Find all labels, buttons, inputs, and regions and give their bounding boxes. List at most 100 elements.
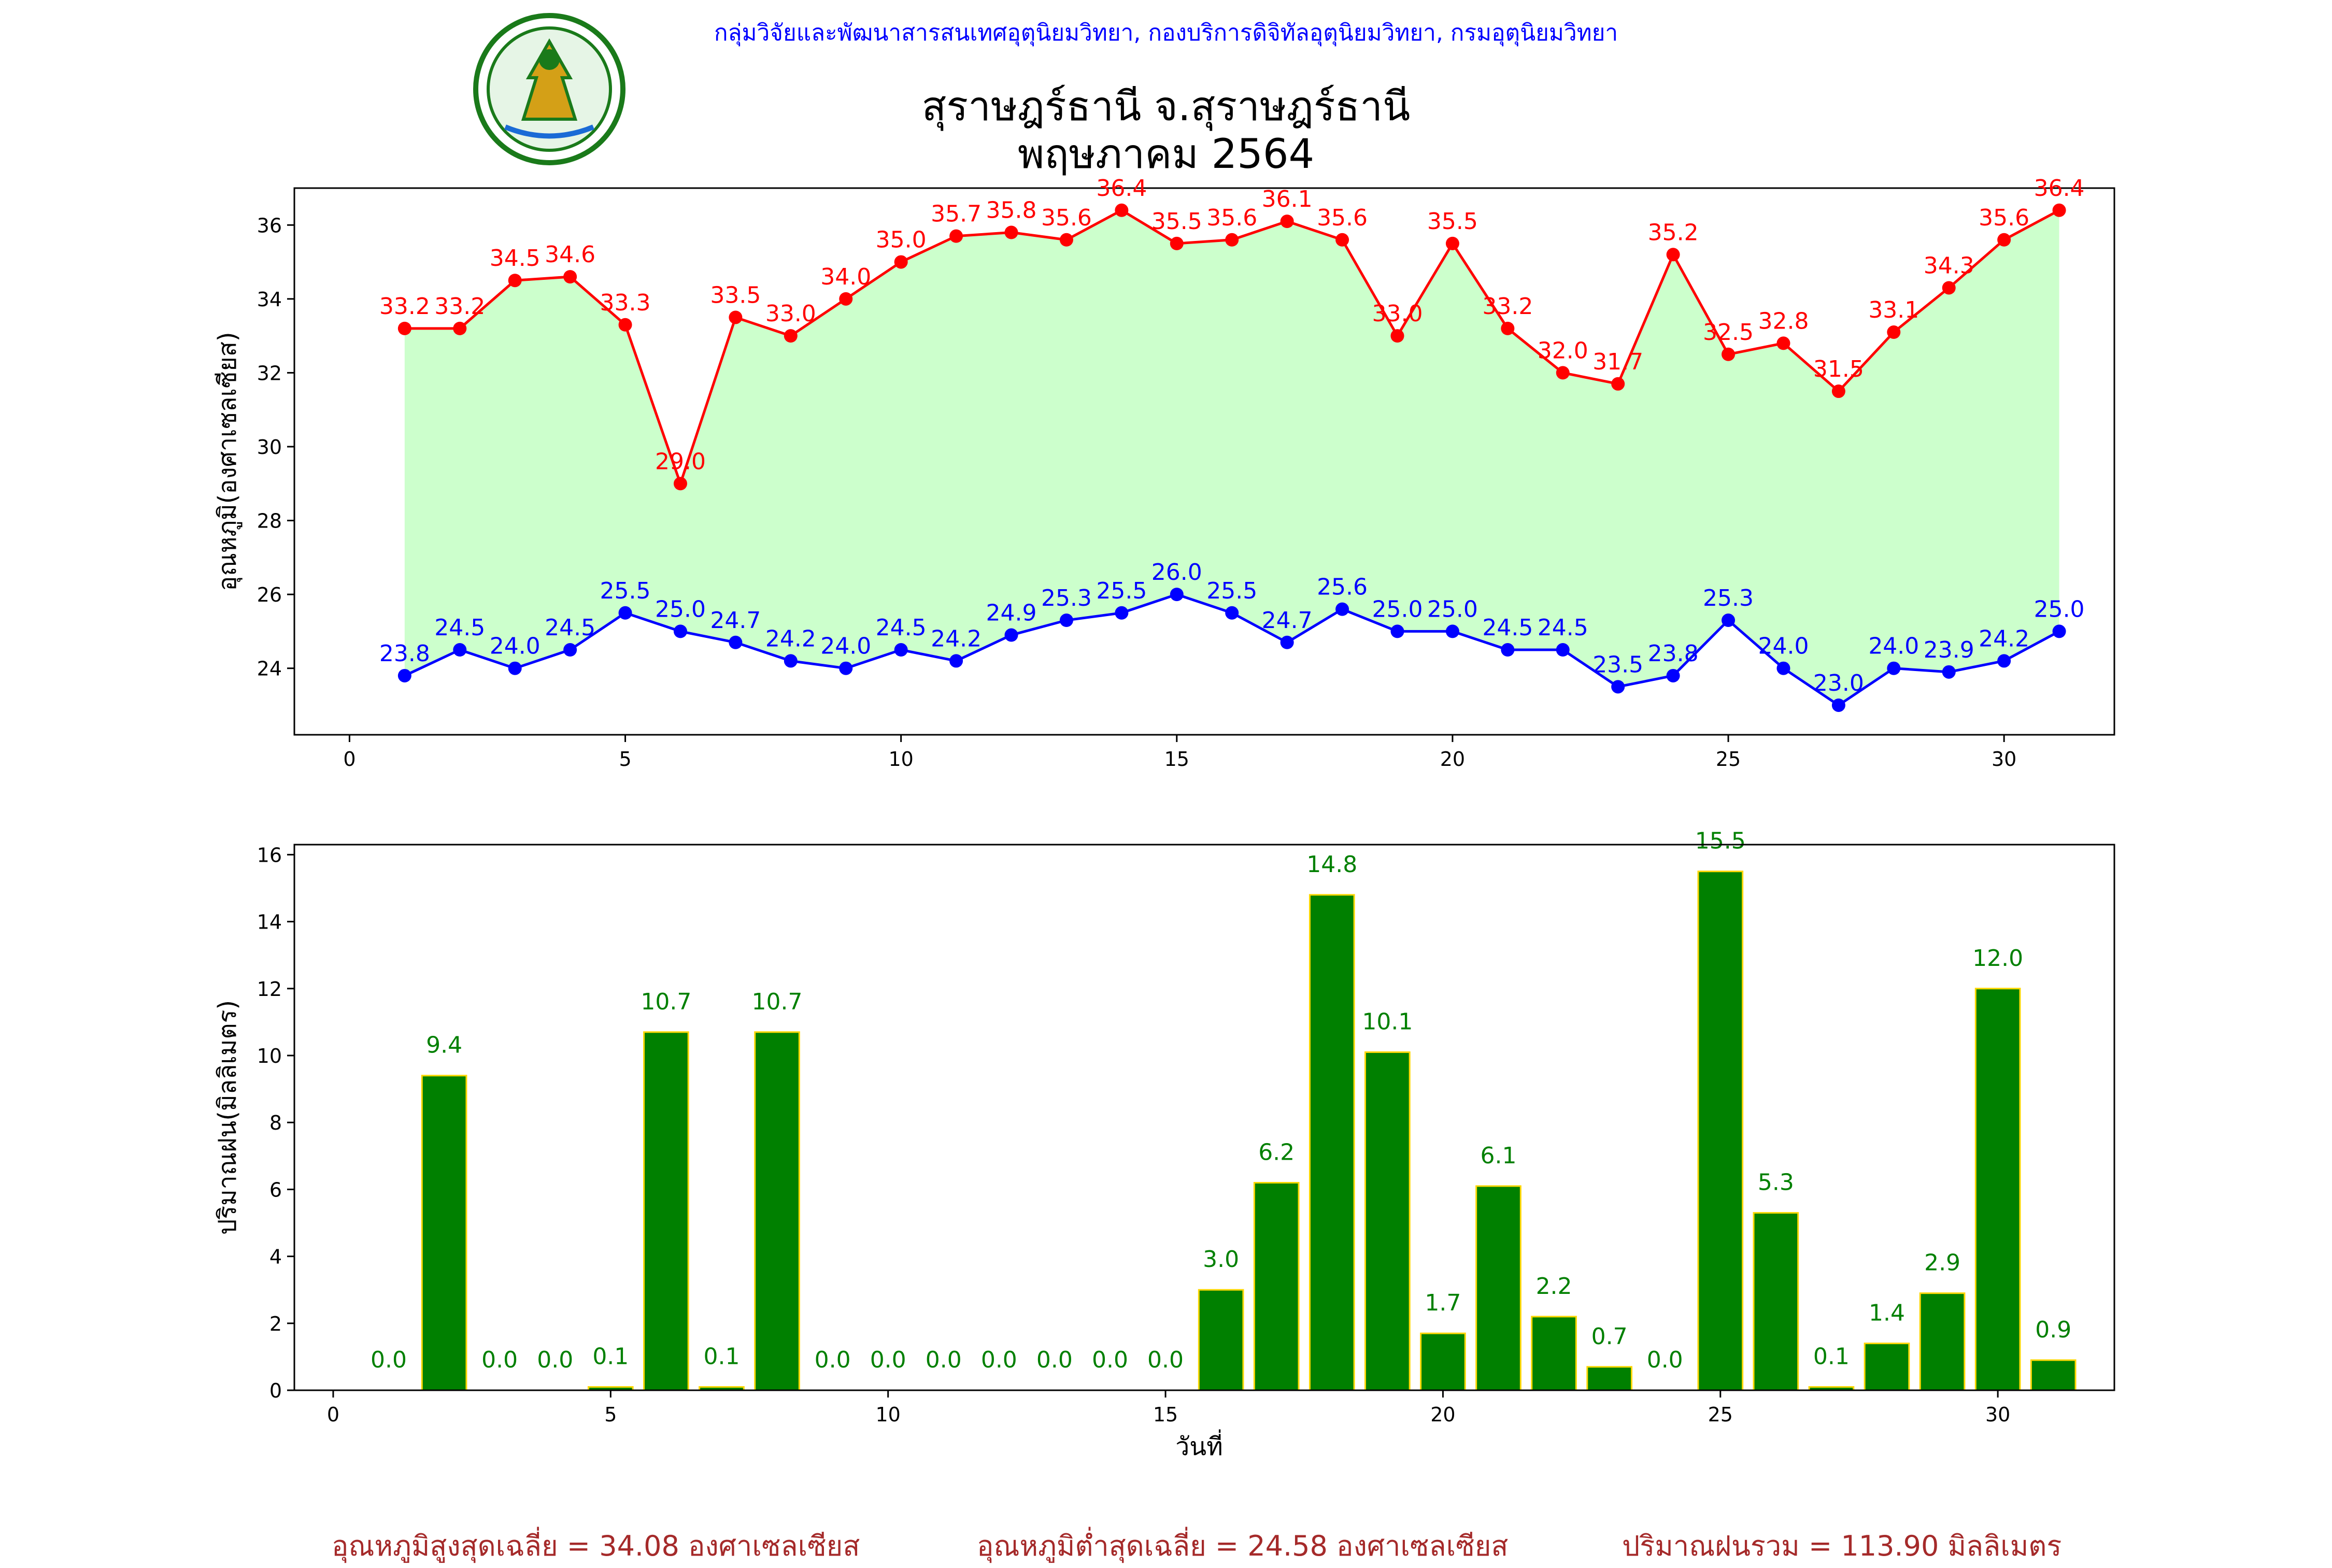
rainfall-data-label: 0.0 (870, 1347, 906, 1373)
rainfall-data-label: 0.0 (481, 1347, 518, 1373)
min-temperature-point (1335, 602, 1349, 616)
y-tick-label: 0 (269, 1379, 282, 1402)
x-tick-label: 10 (888, 748, 913, 771)
x-tick-label: 25 (1708, 1403, 1733, 1426)
min-temperature-data-label: 23.5 (1592, 651, 1643, 678)
rainfall-data-label: 0.0 (1147, 1347, 1184, 1373)
max-temperature-point (1501, 321, 1515, 335)
max-temperature-point (1059, 233, 1073, 247)
min-temperature-data-label: 25.3 (1703, 585, 1754, 611)
max-temperature-point (397, 321, 411, 335)
station-title: สุราษฎร์ธานี จ.สุราษฎร์ธานี (921, 83, 1411, 130)
rainfall-bar (1864, 1343, 1910, 1391)
rainfall-plot-frame (293, 844, 2115, 1391)
min-temperature-point (784, 654, 798, 668)
y-tick-label: 4 (269, 1246, 282, 1268)
rainfall-bar (1753, 1212, 1799, 1391)
min-temperature-data-label: 25.0 (655, 596, 706, 622)
max-temperature-point (1997, 233, 2011, 247)
max-temperature-data-label: 33.1 (1868, 297, 1919, 323)
max-temperature-point (1722, 347, 1736, 361)
max-temperature-data-label: 34.6 (545, 241, 595, 268)
max-temperature-data-label: 32.0 (1538, 337, 1588, 364)
max-temperature-point (1666, 248, 1680, 262)
y-tick-label: 12 (257, 978, 282, 1001)
min-temperature-data-label: 24.5 (545, 615, 595, 641)
min-temperature-point (618, 606, 632, 620)
total-rain-summary: ปริมาณฝนรวม = 113.90 มิลลิเมตร (1622, 1530, 2062, 1562)
min-temperature-point (1666, 668, 1680, 682)
min-temperature-point (839, 661, 853, 675)
min-temperature-point (508, 661, 522, 675)
min-temperature-point (1556, 643, 1570, 657)
rainfall-bar (754, 1031, 800, 1391)
rainfall-data-label: 14.8 (1306, 851, 1357, 878)
min-temperature-point (729, 635, 743, 649)
max-temperature-data-label: 35.8 (986, 197, 1037, 224)
max-temperature-data-label: 29.0 (655, 448, 706, 475)
min-temperature-data-label: 24.5 (876, 615, 927, 641)
x-tick-label: 20 (1430, 1403, 1455, 1426)
y-tick-label: 8 (269, 1111, 282, 1134)
min-temperature-data-label: 24.7 (1262, 607, 1313, 634)
min-temperature-data-label: 25.5 (1096, 578, 1147, 604)
min-temperature-data-label: 25.5 (600, 578, 651, 604)
max-temperature-point (1556, 366, 1570, 380)
min-temperature-point (1722, 614, 1736, 628)
max-temperature-data-label: 36.4 (1096, 175, 1147, 202)
chart-title: สุราษฎร์ธานี จ.สุราษฎร์ธานี พฤษภาคม 2564 (0, 83, 2332, 178)
min-temperature-data-label: 23.8 (379, 640, 430, 667)
rainfall-data-label: 0.0 (981, 1347, 1017, 1373)
max-temperature-data-label: 35.6 (1206, 205, 1257, 231)
max-temperature-point (1280, 215, 1294, 229)
min-temperature-data-label: 24.9 (986, 600, 1037, 626)
rainfall-data-label: 0.0 (1647, 1347, 1683, 1373)
max-temperature-point (1390, 329, 1404, 343)
rainfall-data-label: 0.7 (1591, 1323, 1628, 1350)
max-temperature-point (673, 477, 687, 491)
max-temperature-data-label: 33.5 (710, 282, 761, 308)
rainfall-bar (1586, 1366, 1632, 1391)
y-tick-label: 14 (257, 911, 282, 934)
min-temperature-point (949, 654, 963, 668)
min-temperature-data-label: 24.2 (765, 625, 816, 652)
max-temperature-point (618, 318, 632, 332)
x-tick-label: 30 (1985, 1403, 2010, 1426)
rainfall-data-label: 0.0 (537, 1347, 573, 1373)
max-temperature-data-label: 33.0 (1372, 301, 1423, 327)
min-temperature-data-label: 24.0 (820, 633, 871, 660)
min-temperature-point (1776, 661, 1790, 675)
min-temperature-point (1280, 635, 1294, 649)
min-temperature-data-label: 24.7 (710, 607, 761, 634)
min-temperature-point (453, 643, 467, 657)
rainfall-data-label: 0.9 (2035, 1317, 2071, 1343)
max-temperature-point (508, 274, 522, 288)
max-temperature-point (894, 255, 908, 269)
y-tick-label: 32 (257, 362, 282, 384)
avg-max-summary: อุณหภูมิสูงสุดเฉลี่ย = 34.08 องศาเซลเซีย… (332, 1530, 860, 1562)
x-tick-label: 25 (1716, 748, 1741, 771)
rainfall-bar (1531, 1316, 1577, 1391)
y-tick-label: 6 (269, 1178, 282, 1201)
min-temperature-point (673, 624, 687, 638)
min-temperature-point (1887, 661, 1901, 675)
min-temperature-data-label: 23.8 (1648, 640, 1699, 667)
max-temperature-point (1004, 225, 1018, 239)
rainfall-bar (1198, 1289, 1244, 1391)
temperature-plot-frame (293, 187, 2115, 736)
temperature-chart: 0 5 10 15 20 25 30 24 26 28 30 32 34 36 อุณหภูมิ(องศาเ… (213, 175, 2115, 771)
min-temperature-data-label: 24.5 (1482, 615, 1533, 641)
min-temperature-point (1059, 614, 1073, 628)
min-temperature-point (397, 668, 411, 682)
min-temperature-point (1831, 698, 1845, 712)
max-temperature-data-label: 33.2 (1482, 293, 1533, 320)
rainfall-data-label: 0.1 (703, 1344, 740, 1370)
min-temperature-point (1445, 624, 1459, 638)
rainfall-data-label: 10.1 (1362, 1009, 1413, 1035)
min-temperature-data-label: 24.0 (1758, 633, 1809, 660)
rainfall-x-axis-title: วันที่ (1175, 1429, 1222, 1461)
min-temperature-point (1611, 680, 1625, 694)
max-temperature-point (949, 229, 963, 243)
min-temperature-point (563, 643, 577, 657)
avg-min-summary: อุณหภูมิต่ำสุดเฉลี่ย = 24.58 องศาเซลเซีย… (977, 1530, 1509, 1562)
